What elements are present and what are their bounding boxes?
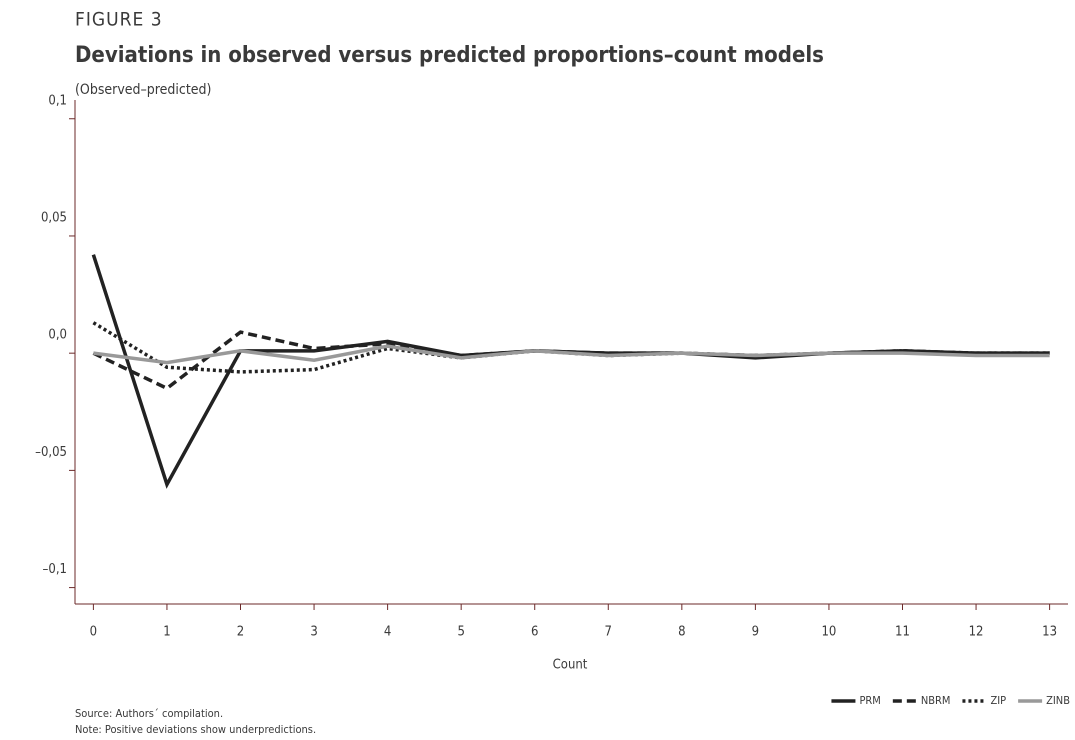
y-tick-label: 0,05: [41, 210, 67, 225]
figure-label: FIGURE 3: [75, 9, 163, 31]
x-tick-label: 13: [1042, 625, 1057, 640]
x-tick-label: 2: [237, 625, 244, 640]
x-tick-label: 3: [310, 625, 317, 640]
legend-label: PRM: [859, 694, 880, 707]
x-tick-label: 8: [678, 625, 685, 640]
x-tick-label: 7: [605, 625, 612, 640]
x-tick-label: 6: [531, 625, 538, 640]
x-tick-label: 0: [90, 625, 97, 640]
y-axis-unit: (Observed–predicted): [75, 82, 211, 98]
y-tick-label: –0,05: [35, 445, 67, 460]
x-tick-label: 9: [752, 625, 759, 640]
y-tick-label: 0,0: [48, 328, 67, 343]
x-tick-label: 1: [163, 625, 170, 640]
x-tick-label: 4: [384, 625, 391, 640]
x-tick-label: 10: [821, 625, 836, 640]
chart-title: Deviations in observed versus predicted …: [75, 43, 824, 68]
y-tick-label: 0,1: [48, 93, 67, 108]
x-tick-label: 12: [969, 625, 984, 640]
x-tick-label: 5: [457, 625, 464, 640]
note: Note: Positive deviations show underpred…: [75, 723, 316, 736]
x-tick-label: 11: [895, 625, 910, 640]
x-axis-title: Count: [553, 658, 588, 673]
series-line: [91, 254, 1050, 489]
series-line: [92, 321, 1050, 374]
legend-label: NBRM: [921, 694, 951, 707]
series-line: [93, 344, 1050, 365]
y-tick-label: –0,1: [43, 562, 67, 577]
source: Source: Authors´ compilation.: [75, 707, 223, 720]
legend-label: ZIP: [990, 694, 1006, 707]
legend-label: ZINB: [1046, 694, 1070, 707]
